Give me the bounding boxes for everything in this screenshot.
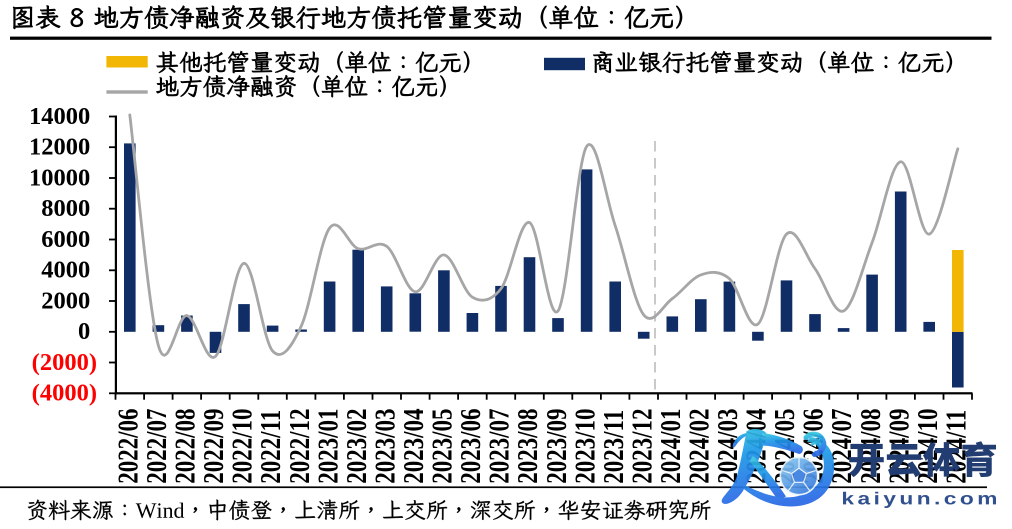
svg-text:2023/02: 2023/02 — [341, 408, 373, 483]
svg-text:2022/06: 2022/06 — [112, 408, 144, 484]
svg-text:2023/04: 2023/04 — [398, 408, 430, 484]
svg-text:2000: 2000 — [41, 287, 90, 314]
svg-text:2023/09: 2023/09 — [541, 408, 573, 483]
svg-text:2023/07: 2023/07 — [484, 408, 516, 484]
svg-text:2023/12: 2023/12 — [626, 408, 658, 483]
svg-text:(4000): (4000) — [32, 380, 97, 407]
svg-text:2024/02: 2024/02 — [683, 408, 715, 483]
svg-text:14000: 14000 — [29, 103, 90, 130]
svg-text:6000: 6000 — [41, 226, 90, 253]
svg-text:2023/05: 2023/05 — [426, 408, 458, 483]
svg-text:2024/01: 2024/01 — [655, 408, 687, 483]
svg-text:4000: 4000 — [41, 257, 90, 284]
svg-text:2023/08: 2023/08 — [512, 408, 544, 483]
svg-text:0: 0 — [78, 318, 90, 345]
svg-text:2022/12: 2022/12 — [284, 408, 316, 483]
svg-text:2022/09: 2022/09 — [198, 408, 230, 483]
svg-text:(2000): (2000) — [32, 349, 97, 376]
svg-text:2023/01: 2023/01 — [312, 408, 344, 483]
svg-text:2022/10: 2022/10 — [227, 408, 259, 483]
svg-text:2023/03: 2023/03 — [369, 408, 401, 483]
svg-text:10000: 10000 — [29, 164, 90, 191]
svg-text:2022/08: 2022/08 — [169, 408, 201, 483]
svg-text:2022/07: 2022/07 — [141, 408, 173, 484]
svg-text:2023/06: 2023/06 — [455, 408, 487, 484]
svg-text:12000: 12000 — [29, 134, 90, 161]
svg-text:2023/11: 2023/11 — [598, 410, 630, 484]
svg-text:2022/11: 2022/11 — [255, 410, 287, 484]
svg-text:8000: 8000 — [41, 195, 90, 222]
svg-text:2023/10: 2023/10 — [569, 408, 601, 483]
